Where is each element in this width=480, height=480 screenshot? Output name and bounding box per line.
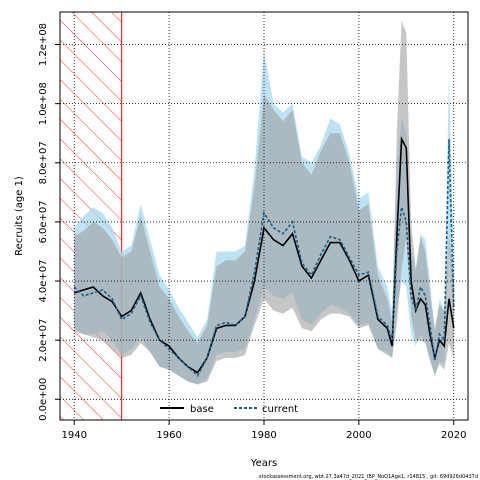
y-tick-label: 2.0e+07 xyxy=(38,319,49,362)
axes: 1940 1960 1980 2000 2020 0.0e+00 2.0e+07 4.0e+0… xyxy=(38,23,466,441)
y-tick-label: 6.0e+07 xyxy=(38,200,49,243)
grid xyxy=(60,12,468,420)
current-series-line xyxy=(73,139,455,377)
y-tick-label: 8.0e+07 xyxy=(38,141,49,184)
x-tick-label: 2000 xyxy=(346,430,371,441)
x-tick-label: 1960 xyxy=(156,430,181,441)
legend-current-label: current xyxy=(262,404,298,415)
x-tick-label: 1940 xyxy=(62,430,87,441)
legend-base-label: base xyxy=(190,404,214,415)
footer-note: stockassessment.org, wbt.27.3a47d_2021_I… xyxy=(259,474,478,480)
plot-area xyxy=(60,12,455,420)
y-tick-label: 1.0e+08 xyxy=(38,82,49,125)
x-tick-label: 1980 xyxy=(251,430,276,441)
y-tick-label: 1.2e+08 xyxy=(38,23,49,66)
y-tick-label: 4.0e+07 xyxy=(38,259,49,302)
x-axis-title: Years xyxy=(250,458,277,469)
base-confidence-band xyxy=(74,20,454,385)
y-axis-title: Recruits (age 1) xyxy=(14,176,25,256)
y-tick-label: 0.0e+00 xyxy=(38,378,49,421)
legend: base current xyxy=(160,404,298,415)
x-tick-label: 2020 xyxy=(441,430,466,441)
